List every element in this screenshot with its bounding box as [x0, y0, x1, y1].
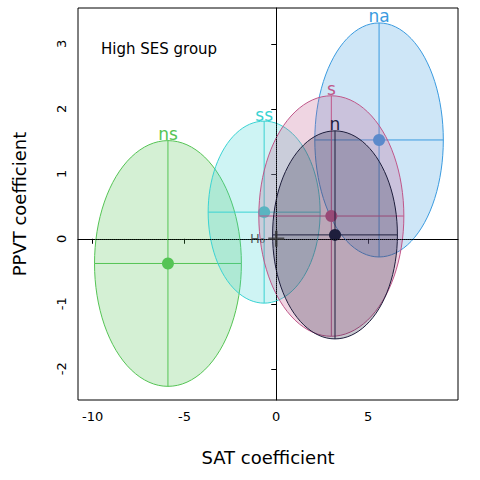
- svg-text:-1: -1: [54, 297, 69, 310]
- svg-text:High SES group: High SES group: [101, 40, 217, 58]
- svg-text:ns: ns: [158, 124, 178, 144]
- svg-text:-5: -5: [178, 409, 191, 424]
- svg-text:na: na: [368, 6, 389, 26]
- svg-text:5: 5: [364, 409, 372, 424]
- svg-text:-2: -2: [54, 362, 69, 375]
- svg-text:0: 0: [272, 409, 280, 424]
- svg-text:H₀: H₀: [250, 231, 265, 246]
- svg-text:-10: -10: [82, 409, 103, 424]
- svg-text:2: 2: [54, 105, 69, 113]
- svg-text:n: n: [330, 114, 341, 134]
- svg-text:s: s: [327, 79, 336, 99]
- svg-text:3: 3: [54, 40, 69, 48]
- svg-text:SAT coefficient: SAT coefficient: [201, 447, 334, 468]
- svg-text:ss: ss: [255, 105, 273, 125]
- svg-text:1: 1: [54, 170, 69, 178]
- svg-text:0: 0: [54, 235, 69, 243]
- svg-text:PPVT coefficient: PPVT coefficient: [9, 132, 30, 277]
